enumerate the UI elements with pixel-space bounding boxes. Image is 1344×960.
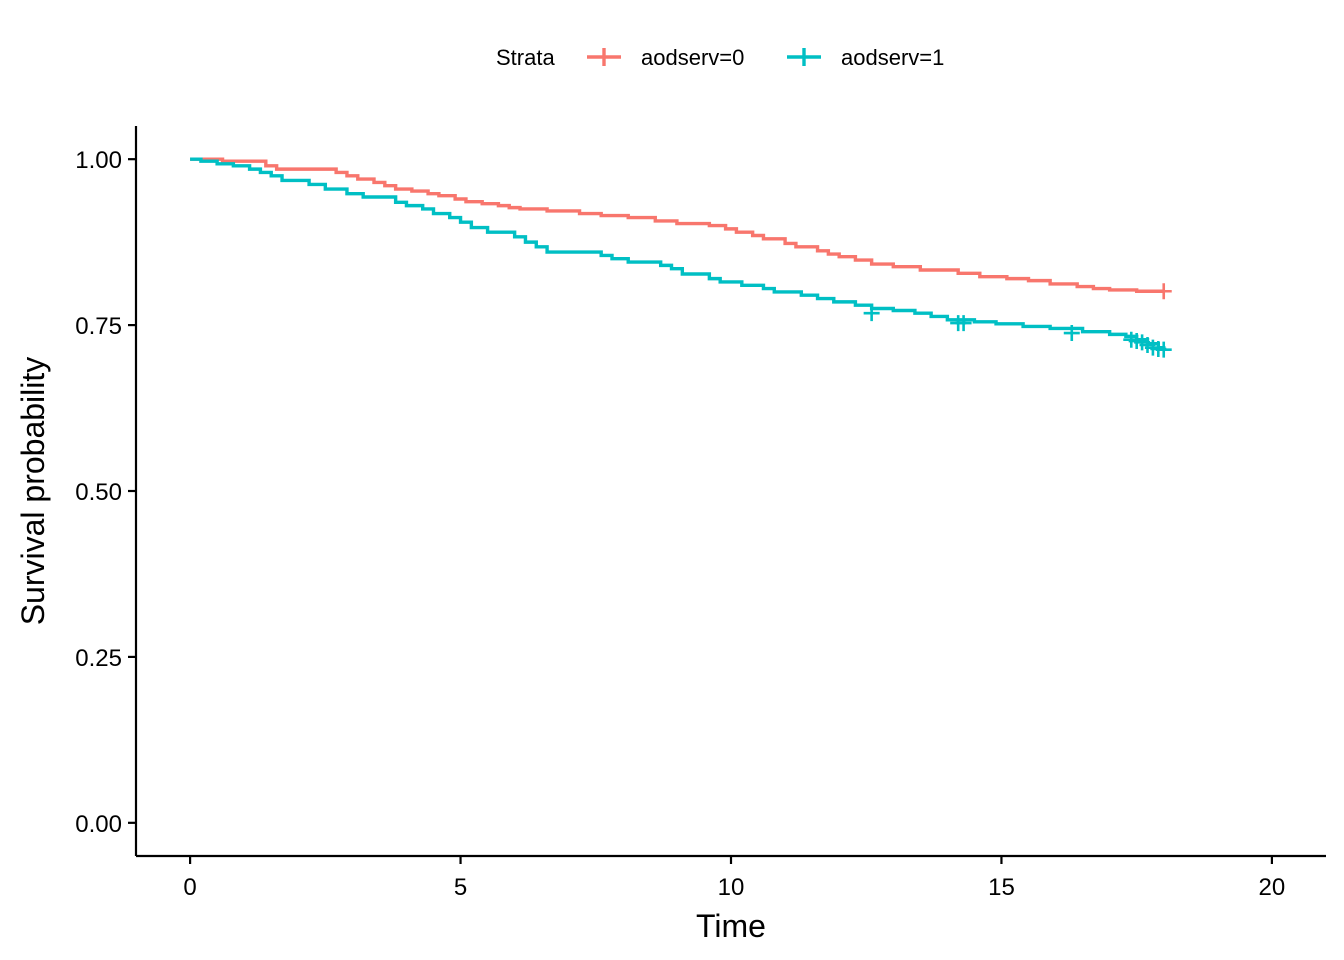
censor-mark bbox=[955, 315, 972, 332]
censor-mark bbox=[1155, 283, 1172, 300]
censor-mark bbox=[1063, 325, 1080, 342]
legend-key-1 bbox=[587, 48, 621, 66]
censor-mark bbox=[863, 305, 880, 322]
x-tick-label: 0 bbox=[183, 874, 196, 901]
series-line-1 bbox=[190, 157, 1164, 293]
legend: Strata aodserv=0 aodserv=1 bbox=[496, 45, 944, 70]
y-axis-title: Survival probability bbox=[15, 357, 51, 626]
series-line-2 bbox=[190, 157, 1166, 350]
y-tick-label: 0.75 bbox=[75, 313, 122, 340]
x-tick-label: 20 bbox=[1259, 874, 1286, 901]
y-tick-label: 1.00 bbox=[75, 147, 122, 174]
legend-label-2: aodserv=1 bbox=[841, 45, 944, 70]
x-axis-title: Time bbox=[696, 908, 766, 944]
plot-area bbox=[190, 157, 1172, 358]
x-tick-label: 15 bbox=[988, 874, 1015, 901]
legend-key-2 bbox=[787, 48, 821, 66]
legend-label-1: aodserv=0 bbox=[641, 45, 744, 70]
axes: 0 5 10 15 20 0.00 0.25 0.50 0.75 1.00 bbox=[75, 126, 1326, 901]
y-tick-label: 0.25 bbox=[75, 645, 122, 672]
x-tick-label: 10 bbox=[718, 874, 745, 901]
y-tick-label: 0.50 bbox=[75, 479, 122, 506]
y-tick-label: 0.00 bbox=[75, 811, 122, 838]
x-tick-label: 5 bbox=[454, 874, 467, 901]
legend-title: Strata bbox=[496, 45, 555, 70]
censor-mark bbox=[1155, 341, 1172, 358]
